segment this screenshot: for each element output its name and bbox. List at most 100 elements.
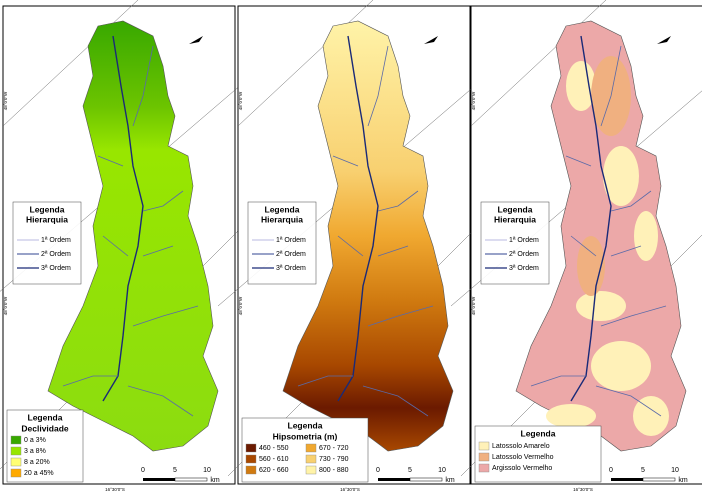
river [132,45,154,127]
legend-label: 0 a 3% [24,437,46,444]
coord-label: 48°0'0"W [471,91,476,110]
legend-box [241,417,369,483]
coord-label: 48°0'0"W [238,91,243,110]
legend-label: 1ª Ordem [41,237,71,244]
river [610,190,652,212]
river [362,385,429,417]
coord-label: 16°30'0"S [573,487,593,492]
legend-title: Legenda [521,428,556,438]
legend-subtitle: Hierarquia [261,214,303,224]
legend-swatch [10,457,22,467]
soil-patch [577,236,605,296]
legend-label: 20 a 45% [24,470,54,477]
legend-swatch [478,463,490,473]
scale-label: 0 [609,467,613,474]
legend-label: 670 - 720 [319,445,349,452]
scale-label: 5 [408,467,412,474]
scale-label: 5 [641,467,645,474]
legend-swatch [245,443,257,453]
legend-label: 3 a 8% [24,448,46,455]
legend-box [12,201,82,285]
river [127,385,194,417]
legend-label: 1ª Ordem [509,237,539,244]
graticule [2,0,139,127]
coord-label: 48°0'0"W [238,296,243,315]
scale-label: km [678,477,688,484]
legend-label: 2ª Ordem [276,251,306,258]
legend-title: Legenda [498,204,533,214]
coord-label: 48°0'0"W [3,91,8,110]
river [142,245,174,257]
legend-label: 730 - 790 [319,456,349,463]
river [102,235,129,257]
legend-label: 1ª Ordem [276,237,306,244]
soil-patch [591,341,651,391]
legend-label: Argissolo Vermelho [492,465,552,472]
scale-label: km [445,477,455,484]
scale-bar [174,477,208,482]
river [377,190,419,212]
legend-label: 3ª Ordem [509,265,539,272]
soil-patch [634,211,658,261]
scale-bar [611,478,643,481]
legend-label: Latossolo Vermelho [492,454,554,461]
river [570,35,612,402]
river [600,45,622,127]
legend-label: 3ª Ordem [41,265,71,272]
river [102,35,144,402]
legend-label: 8 a 20% [24,459,50,466]
legend-label: 460 - 550 [259,445,289,452]
river [367,305,434,327]
legend-box [480,201,550,285]
river [297,375,353,387]
soil-patch [566,61,596,111]
legend-swatch [305,443,317,453]
graticule [237,0,374,127]
river [570,235,597,257]
scale-label: km [210,477,220,484]
north-arrow [424,36,438,44]
river [610,245,642,257]
basin [282,20,454,452]
legend-swatch [245,454,257,464]
coord-label: 48°0'0"W [3,296,8,315]
legend-box [6,409,84,483]
scale-label: 10 [203,467,211,474]
legend-swatch [10,435,22,445]
legend-label: 2ª Ordem [509,251,539,258]
river [530,375,586,387]
soil-patch [576,291,626,321]
river [142,190,184,212]
coord-label: 16°30'0"S [105,487,125,492]
legend-swatch [10,446,22,456]
scale-label: 10 [438,467,446,474]
legend-label: 3ª Ordem [276,265,306,272]
graticule [470,0,607,127]
legend-label: 620 - 660 [259,467,289,474]
north-arrow [657,36,671,44]
legend-label: Latossolo Amarelo [492,443,550,450]
scale-label: 10 [671,467,679,474]
river [565,155,592,167]
river [332,155,359,167]
coord-label: 48°0'0"W [471,296,476,315]
north-arrow [189,36,203,44]
legend-box [247,201,317,285]
river [595,385,662,417]
legend-box [474,425,602,483]
legend-swatch [478,441,490,451]
legend-swatch [10,468,22,478]
legend-swatch [245,465,257,475]
river [62,375,118,387]
soil-patch [603,146,639,206]
legend-subtitle: Hierarquia [494,214,536,224]
legend-subtitle: Declividade [21,423,69,433]
legend-swatch [305,465,317,475]
scale-bar [143,478,175,481]
river [600,305,667,327]
legend-label: 560 - 610 [259,456,289,463]
river [97,155,124,167]
